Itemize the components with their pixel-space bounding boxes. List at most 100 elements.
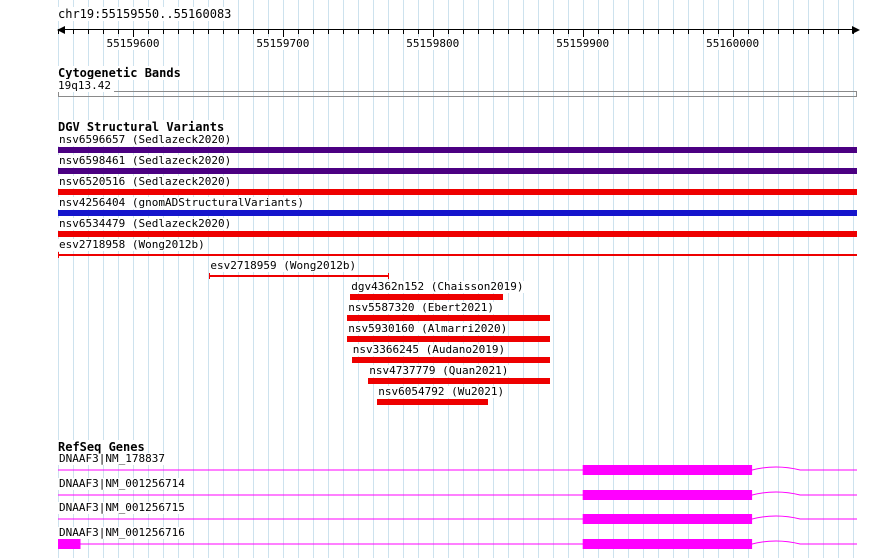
ruler-tick (537, 30, 539, 34)
gridline (507, 0, 509, 558)
gene-label[interactable]: DNAAF3|NM_001256716 (58, 526, 186, 539)
gridline (133, 0, 134, 558)
gridline (88, 0, 89, 558)
gridline (792, 0, 794, 558)
region-coordinates-header: chr19:55159550..55160083 (58, 7, 234, 21)
variants-section-title: DGV Structural Variants (58, 120, 228, 134)
gene-exon[interactable] (582, 465, 753, 475)
ruler-tick (567, 30, 569, 34)
ruler-tick (267, 30, 269, 34)
variant-bar[interactable] (58, 168, 857, 174)
gridline (807, 0, 809, 558)
variant-label[interactable]: nsv4256404 (gnomADStructuralVariants) (58, 196, 306, 209)
ruler-tick (447, 30, 449, 34)
ruler-tick (342, 30, 344, 34)
variant-label[interactable]: nsv6598461 (Sedlazeck2020) (58, 154, 233, 167)
gene-exon[interactable] (582, 514, 753, 524)
gridline (717, 0, 719, 558)
gene-model[interactable] (58, 512, 857, 526)
ruler-tick (103, 30, 104, 34)
ruler-tick (597, 30, 599, 34)
variant-label[interactable]: esv2718959 (Wong2012b) (209, 259, 358, 272)
variant-label[interactable]: nsv6054792 (Wu2021) (377, 385, 506, 398)
ruler-tick (357, 30, 359, 34)
variant-label[interactable]: nsv3366245 (Audano2019) (351, 343, 507, 356)
gridline (312, 0, 314, 558)
ruler-tick (402, 30, 404, 34)
variant-label[interactable]: nsv6596657 (Sedlazeck2020) (58, 133, 233, 146)
gene-label[interactable]: DNAAF3|NM_178837 (58, 452, 166, 465)
variant-bar[interactable] (351, 357, 550, 363)
variant-label[interactable]: nsv5587320 (Ebert2021) (347, 301, 495, 314)
variant-label[interactable]: nsv6520516 (Sedlazeck2020) (58, 175, 233, 188)
variant-bar[interactable] (377, 399, 489, 405)
gridline (552, 0, 554, 558)
gridline (537, 0, 539, 558)
variant-label[interactable]: nsv4737779 (Quan2021) (368, 364, 510, 377)
gridline (522, 0, 524, 558)
variant-bar[interactable] (347, 315, 550, 321)
gene-intron-line (58, 515, 857, 520)
ruler-tick (222, 30, 224, 34)
variant-range-cap (58, 252, 59, 258)
gridline (657, 0, 659, 558)
gridline (747, 0, 749, 558)
variant-bar[interactable] (58, 210, 857, 216)
ruler-tick (612, 30, 614, 34)
ruler-tick (162, 30, 164, 34)
gene-label[interactable]: DNAAF3|NM_001256715 (58, 501, 186, 514)
variant-bar[interactable] (347, 336, 550, 342)
gridline (687, 0, 689, 558)
gridline (777, 0, 779, 558)
gene-label[interactable]: DNAAF3|NM_001256714 (58, 477, 186, 490)
gene-exon[interactable] (58, 539, 81, 549)
ruler-tick (417, 30, 419, 34)
variant-label[interactable]: nsv5930160 (Almarri2020) (347, 322, 509, 335)
ruler-tick (118, 30, 119, 34)
variant-bar[interactable] (58, 147, 857, 153)
cytoband-bar (58, 91, 857, 97)
gridline (342, 0, 344, 558)
ruler-tick (387, 30, 389, 34)
gridline (852, 0, 854, 558)
variant-bar[interactable] (58, 231, 857, 237)
ruler-tick (177, 30, 179, 34)
ruler-tick (297, 30, 299, 34)
variant-label[interactable]: nsv6534479 (Sedlazeck2020) (58, 217, 233, 230)
gridline (822, 0, 824, 558)
gene-model[interactable] (58, 488, 857, 502)
variant-label[interactable]: dgv4362n152 (Chaisson2019) (350, 280, 525, 293)
gene-model[interactable] (58, 537, 857, 551)
ruler-tick (642, 30, 644, 34)
ruler-tick (792, 30, 794, 34)
gene-model[interactable] (58, 463, 857, 477)
ruler-tick (237, 30, 239, 34)
ruler-tick (627, 30, 629, 34)
ruler-tick-label: 55159900 (555, 37, 611, 50)
ruler-tick (147, 30, 149, 34)
ruler-tick (657, 30, 659, 34)
ruler-tick-label: 55159800 (405, 37, 461, 50)
variant-range-line[interactable] (209, 275, 390, 277)
ruler-tick (672, 30, 674, 34)
gene-exon[interactable] (582, 490, 753, 500)
variant-bar[interactable] (350, 294, 504, 300)
variant-label[interactable]: esv2718958 (Wong2012b) (58, 238, 206, 251)
gene-exon[interactable] (582, 539, 753, 549)
variant-range-line[interactable] (58, 254, 857, 256)
gridline (432, 0, 434, 558)
gridline (372, 0, 374, 558)
variant-bar[interactable] (368, 378, 550, 384)
ruler-tick (477, 30, 479, 34)
gridline (672, 0, 674, 558)
ruler-tick (312, 30, 314, 34)
gridline (58, 0, 59, 558)
gridline (447, 0, 449, 558)
gridline (477, 0, 479, 558)
gridline (73, 0, 74, 558)
ruler-left-arrow-icon (57, 26, 65, 34)
ruler-tick-label: 55159600 (105, 37, 161, 50)
variant-bar[interactable] (58, 189, 857, 195)
ruler-right-arrow-icon (852, 26, 860, 34)
